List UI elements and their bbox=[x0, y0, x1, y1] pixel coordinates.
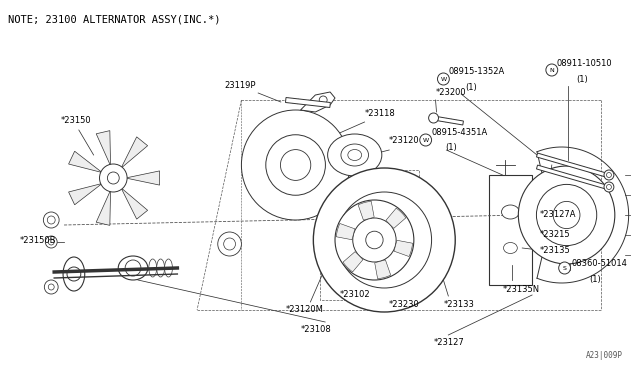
Text: *23120M: *23120M bbox=[285, 305, 324, 314]
Circle shape bbox=[45, 236, 57, 248]
Circle shape bbox=[44, 212, 59, 228]
Circle shape bbox=[429, 113, 438, 123]
Circle shape bbox=[353, 218, 396, 262]
Polygon shape bbox=[301, 92, 335, 112]
Circle shape bbox=[604, 170, 614, 180]
Polygon shape bbox=[337, 224, 355, 240]
Text: *23135N: *23135N bbox=[502, 285, 540, 294]
Polygon shape bbox=[121, 137, 148, 168]
Circle shape bbox=[108, 172, 119, 184]
Circle shape bbox=[218, 232, 241, 256]
Text: *23127A: *23127A bbox=[540, 210, 577, 219]
Ellipse shape bbox=[348, 150, 362, 160]
Ellipse shape bbox=[148, 259, 157, 277]
Polygon shape bbox=[121, 188, 148, 219]
Text: *23133: *23133 bbox=[444, 300, 474, 309]
Circle shape bbox=[559, 262, 570, 274]
Circle shape bbox=[335, 200, 414, 280]
Polygon shape bbox=[68, 151, 102, 173]
Circle shape bbox=[536, 185, 596, 246]
Ellipse shape bbox=[164, 259, 172, 277]
Polygon shape bbox=[125, 171, 159, 185]
Text: NOTE; 23100 ALTERNATOR ASSY(INC.*): NOTE; 23100 ALTERNATOR ASSY(INC.*) bbox=[8, 14, 220, 24]
Circle shape bbox=[438, 73, 449, 85]
Text: *23135: *23135 bbox=[540, 246, 571, 254]
Ellipse shape bbox=[157, 259, 164, 277]
Text: 08911-10510: 08911-10510 bbox=[557, 59, 612, 68]
Circle shape bbox=[518, 166, 615, 264]
Circle shape bbox=[337, 192, 431, 288]
Circle shape bbox=[366, 222, 403, 258]
Circle shape bbox=[67, 267, 81, 281]
Text: *23200: *23200 bbox=[436, 88, 466, 97]
Text: (1): (1) bbox=[589, 275, 601, 284]
Polygon shape bbox=[343, 251, 363, 272]
Text: *23108: *23108 bbox=[301, 325, 332, 334]
Ellipse shape bbox=[118, 256, 148, 280]
Text: 08915-4351A: 08915-4351A bbox=[431, 128, 488, 137]
Ellipse shape bbox=[341, 144, 369, 166]
Text: 08360-51014: 08360-51014 bbox=[572, 259, 627, 268]
Text: *23127: *23127 bbox=[433, 338, 464, 347]
Text: *23120: *23120 bbox=[389, 136, 420, 145]
Ellipse shape bbox=[504, 243, 517, 253]
Circle shape bbox=[125, 260, 141, 276]
Circle shape bbox=[636, 175, 640, 185]
Ellipse shape bbox=[328, 134, 382, 176]
Text: N: N bbox=[549, 67, 554, 73]
Polygon shape bbox=[536, 153, 607, 177]
Text: (1): (1) bbox=[577, 75, 588, 84]
Polygon shape bbox=[394, 240, 413, 257]
Circle shape bbox=[314, 168, 455, 312]
Circle shape bbox=[319, 96, 327, 104]
Text: 08915-1352A: 08915-1352A bbox=[449, 67, 504, 76]
Polygon shape bbox=[96, 190, 111, 225]
Circle shape bbox=[280, 150, 311, 180]
Circle shape bbox=[100, 164, 127, 192]
Text: (1): (1) bbox=[445, 143, 457, 152]
Bar bbox=[320, 170, 419, 300]
Circle shape bbox=[636, 200, 640, 210]
Text: *23150: *23150 bbox=[61, 116, 92, 125]
Polygon shape bbox=[536, 165, 607, 189]
Text: W: W bbox=[440, 77, 447, 81]
Polygon shape bbox=[285, 97, 330, 108]
Polygon shape bbox=[433, 116, 463, 125]
Polygon shape bbox=[386, 208, 406, 228]
Circle shape bbox=[553, 201, 580, 229]
Circle shape bbox=[636, 225, 640, 235]
Polygon shape bbox=[374, 260, 391, 279]
Circle shape bbox=[604, 182, 614, 192]
Polygon shape bbox=[358, 201, 374, 220]
Text: *23230: *23230 bbox=[389, 300, 420, 309]
Text: W: W bbox=[422, 138, 429, 142]
Text: *23102: *23102 bbox=[340, 290, 371, 299]
Text: A23|009P: A23|009P bbox=[586, 351, 623, 360]
Ellipse shape bbox=[63, 257, 84, 291]
Text: *23215: *23215 bbox=[540, 230, 571, 238]
Text: S: S bbox=[563, 266, 566, 270]
Text: 23119P: 23119P bbox=[225, 81, 256, 90]
Polygon shape bbox=[68, 183, 102, 205]
Text: *23118: *23118 bbox=[365, 109, 396, 118]
Circle shape bbox=[266, 135, 325, 195]
Text: *23150B: *23150B bbox=[20, 235, 56, 244]
Circle shape bbox=[636, 250, 640, 260]
Polygon shape bbox=[96, 131, 111, 166]
Bar bbox=[489, 175, 532, 285]
Circle shape bbox=[366, 231, 383, 249]
Circle shape bbox=[420, 134, 431, 146]
Circle shape bbox=[241, 110, 350, 220]
Circle shape bbox=[546, 64, 557, 76]
Circle shape bbox=[44, 280, 58, 294]
Ellipse shape bbox=[502, 205, 519, 219]
Text: (1): (1) bbox=[465, 83, 477, 92]
